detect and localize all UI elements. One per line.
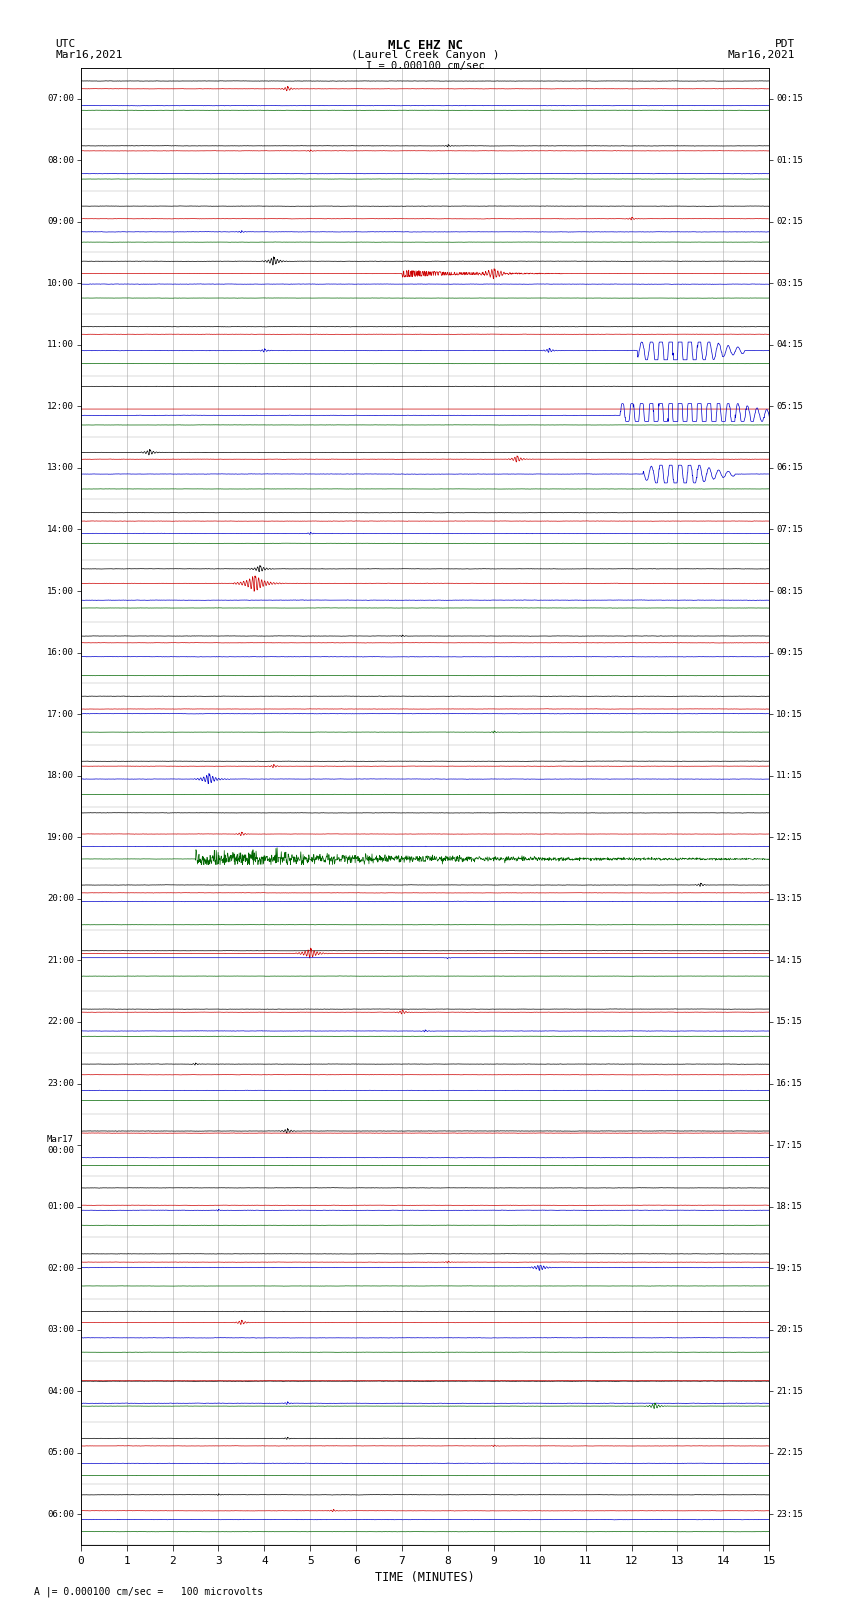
Text: PDT: PDT <box>774 39 795 48</box>
Text: A |= 0.000100 cm/sec =   100 microvolts: A |= 0.000100 cm/sec = 100 microvolts <box>34 1586 264 1597</box>
Text: Mar16,2021: Mar16,2021 <box>728 50 795 60</box>
Text: I = 0.000100 cm/sec: I = 0.000100 cm/sec <box>366 61 484 71</box>
X-axis label: TIME (MINUTES): TIME (MINUTES) <box>375 1571 475 1584</box>
Text: Mar16,2021: Mar16,2021 <box>55 50 122 60</box>
Text: MLC EHZ NC: MLC EHZ NC <box>388 39 462 52</box>
Text: UTC: UTC <box>55 39 76 48</box>
Text: (Laurel Creek Canyon ): (Laurel Creek Canyon ) <box>351 50 499 60</box>
